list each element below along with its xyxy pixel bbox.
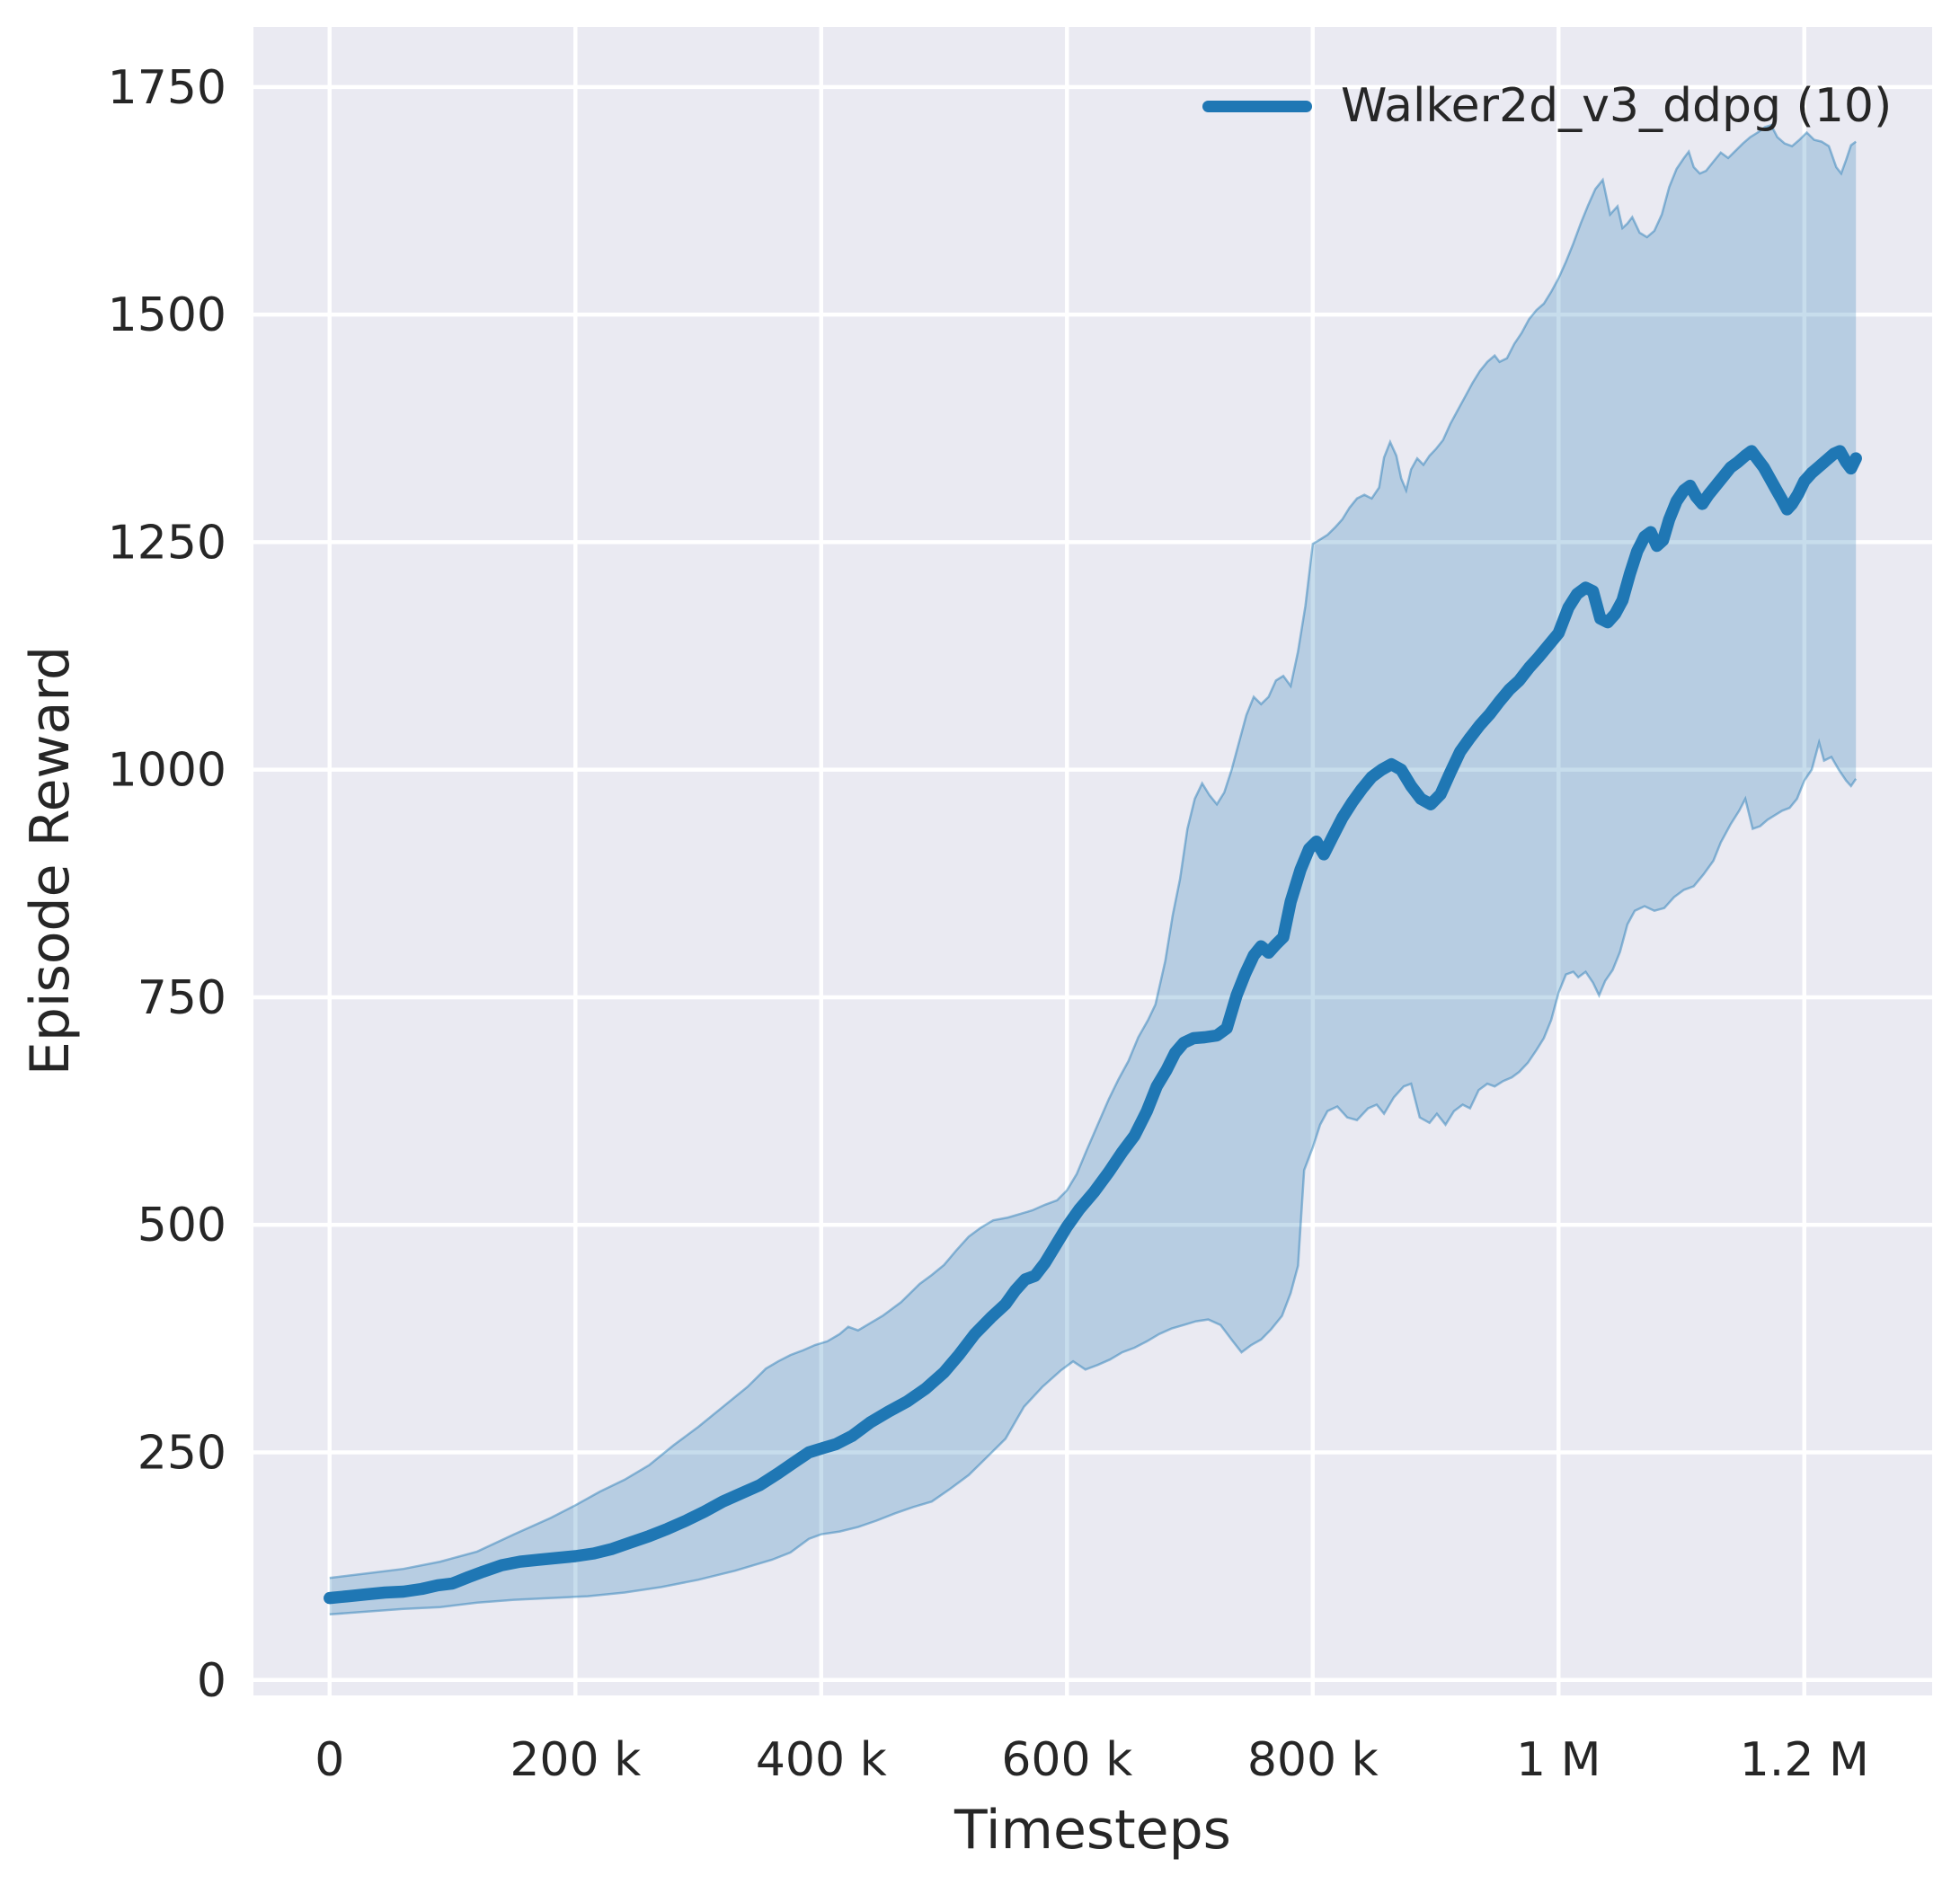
y-tick-label: 1500 xyxy=(108,288,226,342)
confidence-band xyxy=(329,125,1857,1615)
y-tick-label: 1250 xyxy=(108,516,226,570)
mean-reward-line xyxy=(324,445,1862,1605)
legend-label: Walker2d_v3_ddpg (10) xyxy=(1341,79,1893,133)
x-tick-label: 800 k xyxy=(1247,1733,1379,1787)
x-tick-label: 200 k xyxy=(510,1733,641,1787)
x-tick-label: 600 k xyxy=(1001,1733,1132,1787)
x-tick-label: 1 M xyxy=(1516,1733,1601,1787)
legend-line-swatch xyxy=(1202,100,1312,112)
y-tick-label: 0 xyxy=(197,1654,226,1708)
confidence-band-lower-edge xyxy=(329,738,1858,1616)
y-tick-label: 500 xyxy=(137,1199,226,1252)
x-axis-label: Timesteps xyxy=(954,1799,1231,1862)
x-tick-label: 400 k xyxy=(756,1733,887,1787)
plot-area xyxy=(253,27,1932,1695)
y-axis-label: Episode Reward xyxy=(19,645,82,1076)
y-tick-label: 1000 xyxy=(108,744,226,798)
legend: Walker2d_v3_ddpg (10) xyxy=(1202,76,1892,136)
y-tick-label: 1750 xyxy=(108,61,226,115)
confidence-band-upper-edge xyxy=(329,123,1857,1580)
y-tick-label: 250 xyxy=(137,1427,226,1481)
y-tick-label: 750 xyxy=(137,971,226,1025)
x-tick-label: 0 xyxy=(315,1733,344,1787)
x-tick-label: 1.2 M xyxy=(1740,1733,1869,1787)
